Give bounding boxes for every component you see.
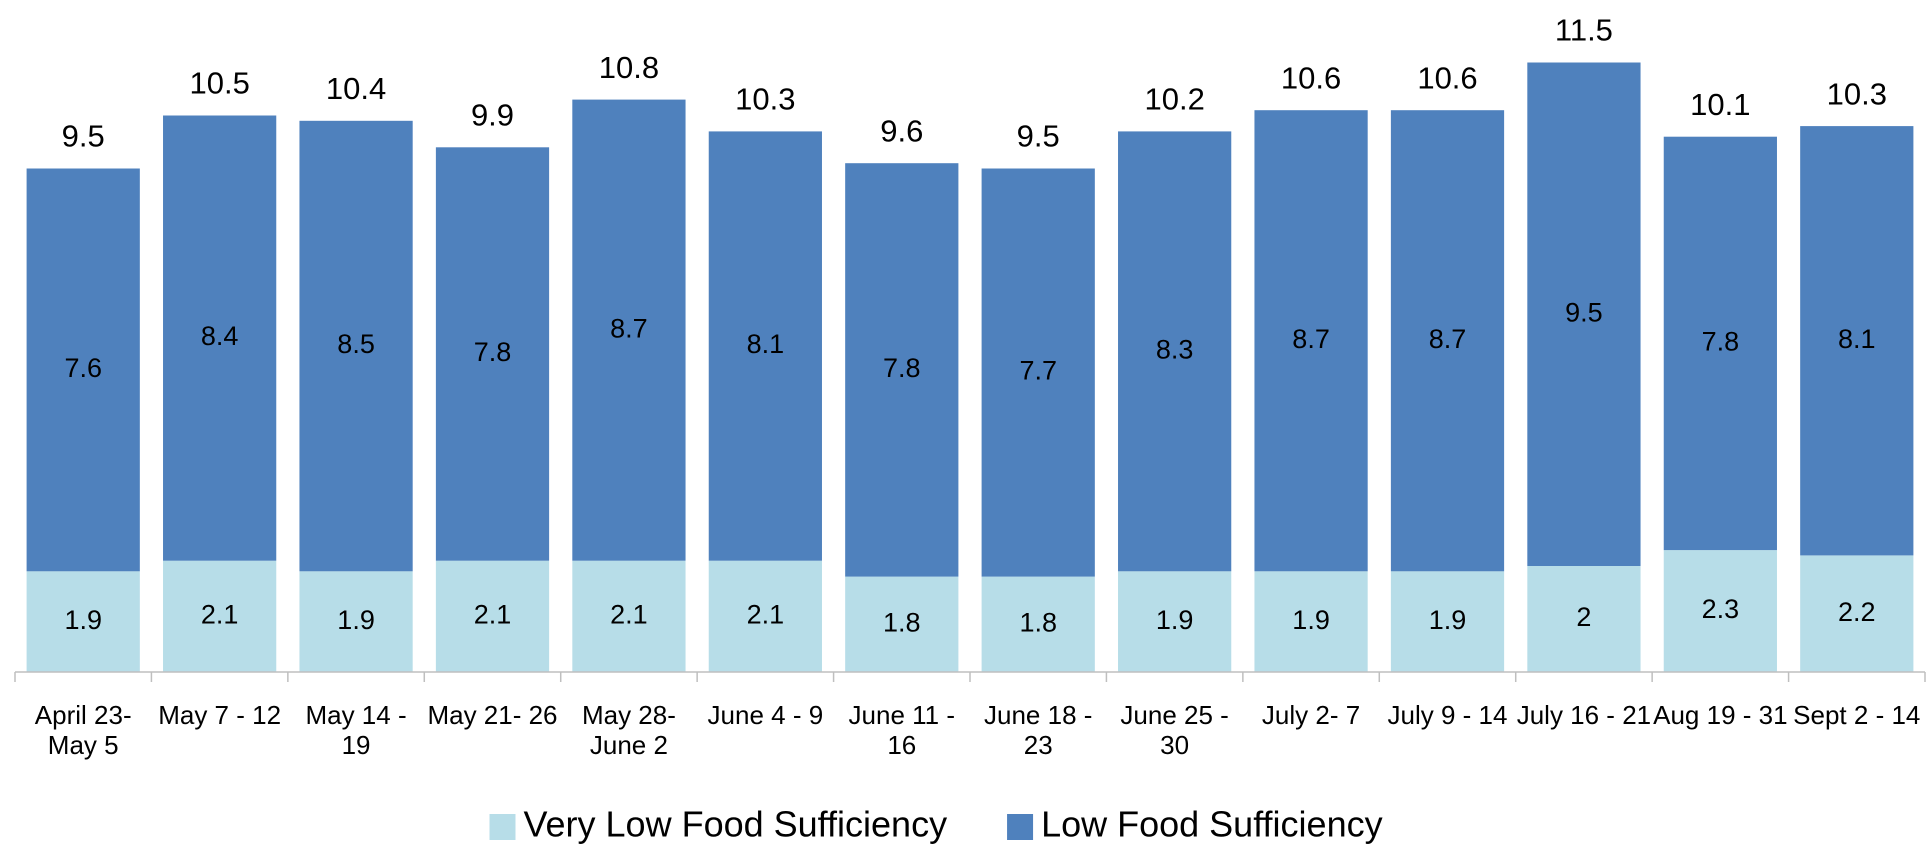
legend-swatch bbox=[489, 814, 516, 840]
x-tick-label: July 16 - 21 bbox=[1516, 700, 1652, 730]
bar-segment bbox=[163, 115, 277, 561]
total-label: 9.5 bbox=[62, 119, 105, 154]
bar-segment bbox=[1800, 126, 1914, 556]
segment-label: 2.1 bbox=[747, 599, 785, 629]
segment-label: 8.7 bbox=[610, 313, 648, 343]
segment-label: 1.9 bbox=[1292, 605, 1330, 635]
bar-segment bbox=[1254, 571, 1368, 672]
segment-label: 7.8 bbox=[883, 353, 921, 383]
total-label: 10.2 bbox=[1144, 82, 1204, 117]
segment-label: 7.8 bbox=[474, 337, 512, 367]
segment-label: 8.3 bbox=[1156, 334, 1194, 364]
bar-segment bbox=[1390, 110, 1505, 572]
bar-segment bbox=[845, 163, 959, 577]
bar-segment bbox=[163, 560, 277, 672]
segment-label: 8.7 bbox=[1292, 324, 1330, 354]
segment-label: 1.8 bbox=[883, 607, 921, 637]
segment-label: 2.2 bbox=[1838, 597, 1876, 627]
x-tick-label: April 23- May 5 bbox=[34, 700, 132, 760]
bar-segment bbox=[1118, 571, 1232, 672]
total-label: 9.9 bbox=[471, 97, 514, 132]
segment-label: 2 bbox=[1576, 602, 1591, 632]
x-tick-label: July 9 - 14 bbox=[1387, 700, 1508, 730]
total-label: 11.5 bbox=[1555, 13, 1613, 48]
x-tick-label: June 18 - 23 bbox=[984, 700, 1093, 760]
segment-label: 2.3 bbox=[1702, 594, 1740, 624]
bar-segment bbox=[1663, 136, 1777, 551]
bar-segment bbox=[1800, 555, 1914, 672]
segment-label: 8.5 bbox=[337, 329, 375, 359]
bar-segment bbox=[981, 168, 1095, 577]
bar-segment bbox=[981, 576, 1095, 672]
x-tick-label: May 28- June 2 bbox=[581, 700, 676, 760]
segment-label: 2.1 bbox=[610, 599, 648, 629]
segment-label: 2.1 bbox=[474, 599, 512, 629]
bar-segment bbox=[435, 147, 550, 561]
bar-segment bbox=[1118, 131, 1232, 572]
bar-segment bbox=[1527, 62, 1641, 566]
bar-segment bbox=[435, 560, 550, 672]
total-label: 9.5 bbox=[1017, 119, 1060, 154]
total-label: 10.3 bbox=[1827, 76, 1887, 111]
legend-label: Low Food Sufficiency bbox=[1041, 804, 1383, 845]
segment-label: 8.1 bbox=[747, 329, 785, 359]
x-tick-label: Sept 2 - 14 bbox=[1793, 700, 1921, 730]
segment-label: 8.4 bbox=[201, 321, 239, 351]
total-label: 10.8 bbox=[599, 50, 659, 85]
x-tick-label: Aug 19 - 31 bbox=[1653, 700, 1788, 730]
legend-label: Very Low Food Sufficiency bbox=[524, 804, 948, 845]
total-label: 10.4 bbox=[326, 71, 386, 106]
bar-segment bbox=[572, 99, 686, 561]
x-tick-label: May 14 - 19 bbox=[305, 700, 407, 760]
bar-segment bbox=[26, 168, 140, 572]
segment-label: 1.9 bbox=[1429, 605, 1467, 635]
segment-label: 8.7 bbox=[1429, 324, 1467, 354]
bar-segment bbox=[26, 571, 140, 672]
segment-label: 1.9 bbox=[337, 605, 375, 635]
x-tick-label: May 7 - 12 bbox=[158, 700, 282, 730]
bar-segment bbox=[1527, 566, 1641, 672]
bar-segment bbox=[708, 560, 822, 672]
bar-segment bbox=[1254, 110, 1368, 572]
total-label: 10.6 bbox=[1281, 60, 1341, 95]
total-label: 10.3 bbox=[735, 82, 795, 117]
x-tick-label: June 11 - 16 bbox=[848, 700, 956, 760]
segment-label: 1.9 bbox=[64, 605, 102, 635]
segment-label: 9.5 bbox=[1565, 297, 1603, 327]
total-label: 10.1 bbox=[1690, 87, 1750, 122]
bar-segment bbox=[708, 131, 822, 561]
x-tick-label: May 21- 26 bbox=[427, 700, 558, 730]
bar-segment bbox=[845, 576, 959, 672]
bar-segment bbox=[299, 571, 413, 672]
segment-label: 1.8 bbox=[1019, 607, 1057, 637]
segment-label: 7.7 bbox=[1019, 356, 1057, 386]
x-tick-label: July 2- 7 bbox=[1261, 700, 1361, 730]
total-label: 9.6 bbox=[880, 113, 923, 148]
segment-label: 2.1 bbox=[201, 599, 239, 629]
bar-segment bbox=[572, 560, 686, 672]
segment-label: 1.9 bbox=[1156, 605, 1194, 635]
segment-label: 7.8 bbox=[1702, 327, 1740, 357]
legend-swatch bbox=[1007, 814, 1034, 840]
x-tick-label: June 25 - 30 bbox=[1120, 700, 1229, 760]
segment-label: 8.1 bbox=[1838, 324, 1876, 354]
bar-segment bbox=[1390, 571, 1505, 672]
bar-segment bbox=[299, 120, 413, 572]
total-label: 10.5 bbox=[189, 66, 249, 101]
bar-segment bbox=[1663, 550, 1777, 672]
x-tick-label: June 4 - 9 bbox=[707, 700, 824, 730]
segment-label: 7.6 bbox=[64, 353, 102, 383]
total-label: 10.6 bbox=[1417, 60, 1477, 95]
